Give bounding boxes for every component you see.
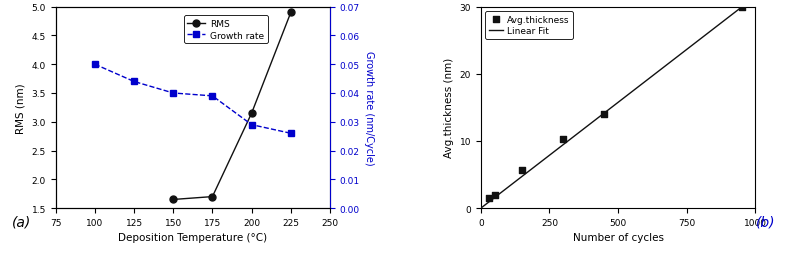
Growth rate: [207, 95, 217, 98]
Text: (b): (b): [755, 215, 775, 229]
Y-axis label: Growth rate (nm/Cycle): Growth rate (nm/Cycle): [364, 51, 374, 165]
Y-axis label: Avg.thickness (nm): Avg.thickness (nm): [444, 58, 454, 158]
Line: RMS: RMS: [170, 10, 294, 203]
Text: (a): (a): [12, 215, 31, 229]
Y-axis label: RMS (nm): RMS (nm): [16, 83, 26, 133]
Avg.thickness: [516, 168, 529, 172]
Avg.thickness: [556, 137, 569, 141]
Growth rate: [130, 81, 139, 84]
Avg.thickness: [488, 193, 501, 197]
Growth rate: [246, 124, 256, 127]
Growth rate: [286, 132, 296, 135]
Legend: RMS, Growth rate: RMS, Growth rate: [184, 16, 268, 44]
RMS: [286, 12, 296, 15]
RMS: [169, 198, 178, 201]
Line: Growth rate: Growth rate: [91, 62, 294, 137]
Growth rate: [90, 64, 99, 67]
Legend: Avg.thickness, Linear Fit: Avg.thickness, Linear Fit: [486, 12, 573, 40]
Avg.thickness: [598, 113, 611, 117]
Avg.thickness: [735, 6, 748, 10]
RMS: [207, 195, 217, 198]
X-axis label: Deposition Temperature (°C): Deposition Temperature (°C): [118, 232, 267, 242]
RMS: [246, 112, 256, 115]
Avg.thickness: [483, 196, 495, 200]
Growth rate: [169, 92, 178, 95]
X-axis label: Number of cycles: Number of cycles: [572, 232, 664, 242]
